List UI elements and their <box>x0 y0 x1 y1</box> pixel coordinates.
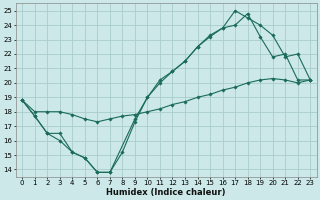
X-axis label: Humidex (Indice chaleur): Humidex (Indice chaleur) <box>107 188 226 197</box>
